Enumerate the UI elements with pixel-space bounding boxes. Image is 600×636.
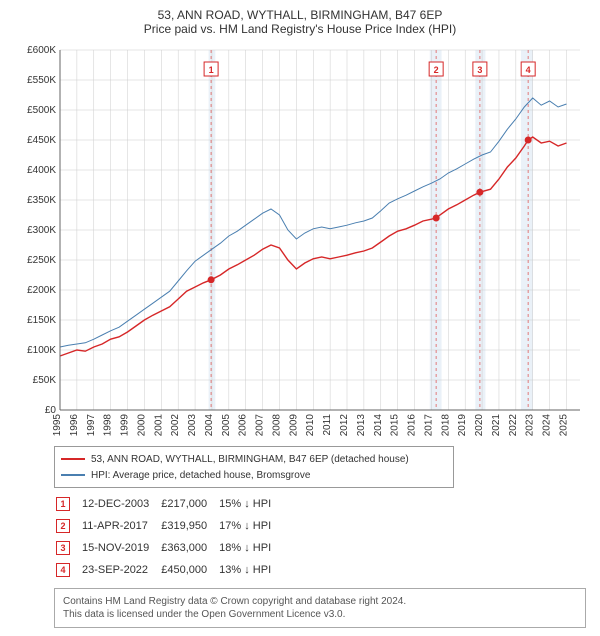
svg-text:2009: 2009 [288,414,299,437]
svg-text:£250K: £250K [27,255,56,266]
svg-text:£550K: £550K [27,75,56,86]
svg-text:£350K: £350K [27,195,56,206]
marker-price: £217,000 [161,494,217,514]
title-line-2: Price paid vs. HM Land Registry's House … [4,22,596,36]
marker-date: 15-NOV-2019 [82,538,159,558]
svg-text:2011: 2011 [322,414,333,436]
marker-row: 4 23-SEP-2022£450,00013% ↓ HPI [56,560,281,580]
marker-price: £363,000 [161,538,217,558]
svg-text:2002: 2002 [170,414,181,437]
svg-text:2000: 2000 [136,414,147,437]
svg-text:£100K: £100K [27,345,56,356]
svg-text:1999: 1999 [120,414,131,437]
svg-text:2024: 2024 [542,414,553,437]
marker-num-cell: 4 [56,560,80,580]
svg-text:2018: 2018 [440,414,451,437]
marker-pct: 18% ↓ HPI [219,538,281,558]
svg-text:2021: 2021 [491,414,502,437]
marker-pct: 15% ↓ HPI [219,494,281,514]
marker-pct: 13% ↓ HPI [219,560,281,580]
legend: 53, ANN ROAD, WYTHALL, BIRMINGHAM, B47 6… [54,446,454,488]
svg-text:2010: 2010 [305,414,316,437]
marker-box-icon: 1 [56,497,70,511]
legend-label: 53, ANN ROAD, WYTHALL, BIRMINGHAM, B47 6… [91,454,409,465]
marker-box-icon: 2 [56,519,70,533]
legend-swatch [61,458,85,460]
svg-text:£500K: £500K [27,105,56,116]
legend-row: 53, ANN ROAD, WYTHALL, BIRMINGHAM, B47 6… [61,451,447,467]
svg-text:1: 1 [209,65,214,75]
chart-svg: 1234£0£50K£100K£150K£200K£250K£300K£350K… [10,40,590,440]
svg-text:2007: 2007 [255,414,266,437]
svg-text:2015: 2015 [390,414,401,437]
svg-text:£400K: £400K [27,165,56,176]
svg-text:2003: 2003 [187,414,198,437]
svg-text:1998: 1998 [103,414,114,437]
svg-text:£450K: £450K [27,135,56,146]
svg-text:2023: 2023 [525,414,536,437]
marker-date: 11-APR-2017 [82,516,159,536]
marker-num-cell: 3 [56,538,80,558]
legend-swatch [61,474,85,475]
legend-row: HPI: Average price, detached house, Brom… [61,467,447,483]
svg-text:2006: 2006 [238,414,249,437]
svg-text:2017: 2017 [423,414,434,437]
marker-box-icon: 4 [56,563,70,577]
svg-text:3: 3 [477,65,482,75]
svg-text:2: 2 [434,65,439,75]
marker-num-cell: 1 [56,494,80,514]
svg-text:4: 4 [526,65,531,75]
marker-price: £450,000 [161,560,217,580]
svg-text:1997: 1997 [86,414,97,437]
title-line-1: 53, ANN ROAD, WYTHALL, BIRMINGHAM, B47 6… [4,8,596,22]
svg-text:1995: 1995 [52,414,63,437]
chart-container: 53, ANN ROAD, WYTHALL, BIRMINGHAM, B47 6… [0,0,600,636]
svg-text:2012: 2012 [339,414,350,437]
svg-text:2022: 2022 [508,414,519,437]
svg-text:2025: 2025 [558,414,569,437]
markers-table: 1 12-DEC-2003£217,00015% ↓ HPI 2 11-APR-201… [54,492,283,582]
marker-pct: 17% ↓ HPI [219,516,281,536]
svg-text:2016: 2016 [407,414,418,437]
svg-text:2019: 2019 [457,414,468,437]
footer-line-1: Contains HM Land Registry data © Crown c… [63,595,577,608]
footer-line-2: This data is licensed under the Open Gov… [63,608,577,621]
svg-text:2005: 2005 [221,414,232,437]
svg-text:£50K: £50K [33,375,57,386]
svg-text:2014: 2014 [373,414,384,437]
svg-text:£150K: £150K [27,315,56,326]
svg-text:2004: 2004 [204,414,215,437]
marker-row: 1 12-DEC-2003£217,00015% ↓ HPI [56,494,281,514]
marker-num-cell: 2 [56,516,80,536]
svg-text:1996: 1996 [69,414,80,437]
svg-text:£300K: £300K [27,225,56,236]
marker-date: 12-DEC-2003 [82,494,159,514]
chart-area: 1234£0£50K£100K£150K£200K£250K£300K£350K… [10,40,590,440]
svg-text:2013: 2013 [356,414,367,437]
svg-text:2001: 2001 [153,414,164,437]
footer-attribution: Contains HM Land Registry data © Crown c… [54,588,586,628]
svg-text:£200K: £200K [27,285,56,296]
marker-price: £319,950 [161,516,217,536]
svg-text:2020: 2020 [474,414,485,437]
legend-label: HPI: Average price, detached house, Brom… [91,470,310,481]
svg-text:2008: 2008 [271,414,282,437]
marker-box-icon: 3 [56,541,70,555]
marker-row: 3 15-NOV-2019£363,00018% ↓ HPI [56,538,281,558]
marker-row: 2 11-APR-2017£319,95017% ↓ HPI [56,516,281,536]
svg-text:£600K: £600K [27,45,56,56]
marker-date: 23-SEP-2022 [82,560,159,580]
